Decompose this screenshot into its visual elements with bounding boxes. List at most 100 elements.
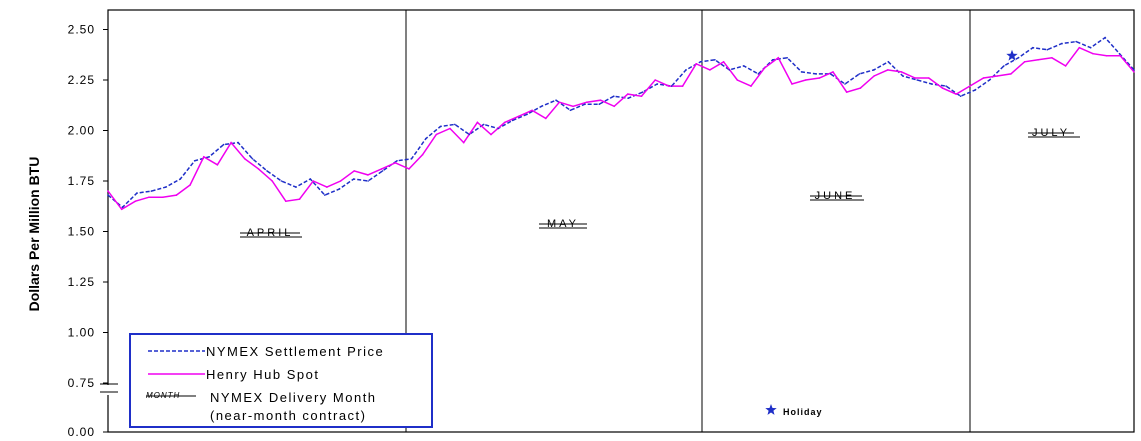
series-point-spot [1023, 61, 1026, 63]
series-point-settlement [584, 103, 586, 105]
series-point-spot [203, 156, 205, 158]
series-point-spot [175, 194, 178, 196]
series-point-spot [189, 184, 191, 186]
series-point-spot [668, 85, 670, 87]
series-point-settlement [916, 79, 918, 81]
series-point-settlement [613, 95, 615, 97]
legend-box [129, 333, 433, 428]
series-point-spot [996, 75, 998, 77]
series-point-spot [1010, 73, 1012, 75]
holiday-star-icon [765, 404, 777, 415]
series-point-settlement [988, 79, 991, 81]
series-point-settlement [555, 99, 557, 101]
y-tick-label: 1.50 [68, 225, 95, 239]
series-point-spot [545, 117, 547, 120]
series-point-spot [613, 105, 615, 108]
series-point-spot [1119, 55, 1122, 57]
series-point-settlement [324, 194, 326, 196]
y-axis-ticks: 0.00 0.75 1.00 1.25 1.50 1.75 2.00 2.25 2.50 [68, 23, 108, 439]
series-point-settlement [237, 141, 239, 144]
series-point-settlement [743, 65, 745, 67]
series-point-spot [928, 77, 930, 79]
series-point-settlement [829, 73, 832, 75]
series-point-settlement [1003, 65, 1005, 67]
series-point-settlement [714, 59, 716, 61]
series-point-settlement [887, 61, 890, 63]
series-point-spot [1133, 71, 1135, 73]
series-point-spot [654, 79, 656, 81]
series-point-settlement [352, 178, 355, 180]
series-point-settlement [685, 69, 687, 71]
series-point-settlement [396, 160, 398, 162]
series-point-settlement [309, 178, 312, 180]
series-point-settlement [1046, 48, 1049, 51]
series-point-settlement [945, 85, 947, 87]
series-point-settlement [1104, 36, 1106, 39]
series-point-settlement [454, 123, 456, 126]
series-point-settlement [771, 59, 774, 61]
series-point-spot [230, 141, 232, 144]
series-point-settlement [208, 156, 210, 158]
series-point-spot [832, 71, 834, 73]
series-point-settlement [641, 91, 644, 93]
series-point-spot [120, 208, 123, 211]
series-point-settlement [598, 103, 601, 105]
series-point-settlement [266, 170, 268, 172]
series-point-spot [955, 93, 957, 95]
series-point-settlement [627, 97, 629, 99]
series-point-spot [695, 63, 697, 65]
series-point-spot [326, 186, 328, 188]
series-point-spot [380, 168, 383, 170]
legend: NYMEX Settlement Price Henry Hub Spot MO… [129, 333, 433, 428]
series-point-settlement [786, 57, 788, 59]
series-point-spot [148, 196, 150, 198]
y-tick-label: 2.50 [68, 23, 95, 37]
series-point-spot [804, 79, 807, 81]
series-point-settlement [468, 133, 471, 136]
series-point-spot [736, 79, 739, 81]
y-tick-label: 1.75 [68, 174, 95, 188]
series-point-settlement [179, 178, 182, 180]
series-point-spot [134, 200, 137, 202]
y-tick-label: 0.75 [68, 376, 95, 390]
series-point-spot [449, 127, 451, 130]
series-point-spot [161, 196, 164, 198]
series-point-spot [285, 200, 287, 202]
series-point-spot [845, 91, 848, 93]
series-point-spot [969, 85, 971, 87]
series-point-spot [462, 141, 465, 144]
series-point-spot [271, 180, 274, 182]
series-point-settlement [1133, 69, 1135, 71]
series-point-spot [900, 71, 903, 73]
series-point-spot [599, 99, 602, 101]
series-point-settlement [497, 127, 500, 130]
series-point-spot [640, 95, 643, 97]
month-label-april: APRIL [240, 227, 302, 239]
series-point-spot [435, 133, 438, 136]
series-point-spot [1051, 57, 1053, 59]
series-point-settlement [1032, 46, 1034, 49]
legend-label-settlement: NYMEX Settlement Price [206, 344, 384, 359]
series-point-spot [408, 168, 410, 170]
series-point-settlement [121, 206, 124, 209]
series-point-spot [887, 69, 889, 71]
series-point-spot [298, 198, 301, 200]
series-point-spot [750, 85, 752, 87]
series-point-spot [421, 153, 424, 156]
legend-label-spot: Henry Hub Spot [206, 367, 320, 382]
series-point-spot [791, 83, 793, 85]
series-point-spot [517, 115, 520, 118]
holiday-label: Holiday [783, 407, 823, 417]
y-tick-label: 1.00 [68, 326, 95, 340]
series-point-settlement [800, 71, 803, 73]
series-point-settlement [569, 109, 572, 112]
series-point-settlement [974, 89, 976, 91]
month-label-june: JUNE [810, 190, 864, 202]
y-tick-label: 2.25 [68, 73, 95, 87]
series-point-settlement [959, 95, 962, 97]
series-line-henry-hub-spot [107, 46, 1135, 211]
series-point-settlement [815, 73, 817, 75]
legend-label-near-month-contract: (near-month contract) [210, 408, 367, 423]
month-label-july: JULY [1028, 127, 1080, 139]
